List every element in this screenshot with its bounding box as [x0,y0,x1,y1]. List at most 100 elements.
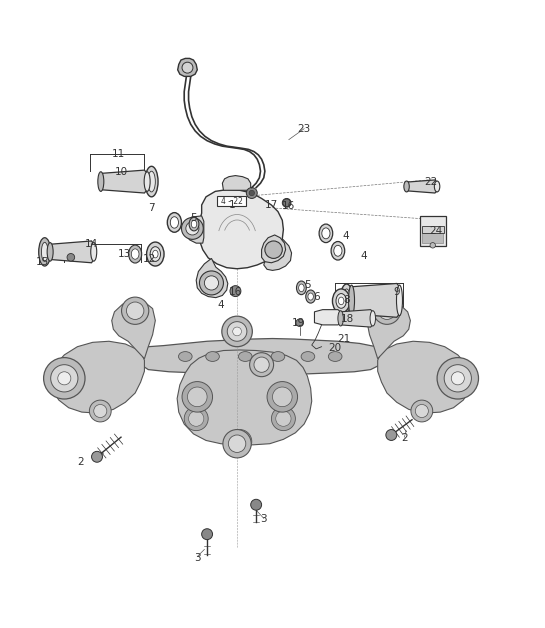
Ellipse shape [145,166,158,197]
Ellipse shape [338,297,344,305]
Circle shape [254,357,269,372]
Ellipse shape [39,238,51,266]
Ellipse shape [301,352,314,362]
Text: 12: 12 [143,254,156,264]
Circle shape [182,382,213,412]
Ellipse shape [148,171,155,192]
Ellipse shape [332,289,350,313]
Ellipse shape [90,242,97,261]
Text: 5: 5 [305,279,311,290]
Ellipse shape [144,171,150,192]
FancyBboxPatch shape [420,217,446,246]
Polygon shape [139,338,384,375]
Circle shape [187,387,207,407]
Polygon shape [264,234,292,271]
Ellipse shape [349,285,355,316]
Polygon shape [262,235,286,263]
Ellipse shape [129,245,142,263]
Polygon shape [407,180,437,193]
Circle shape [126,302,144,320]
Ellipse shape [191,220,197,228]
Circle shape [437,357,479,399]
Circle shape [250,353,274,377]
Circle shape [246,188,257,198]
Ellipse shape [434,181,440,192]
Ellipse shape [296,281,306,295]
Circle shape [51,365,78,392]
Text: 21: 21 [337,333,350,344]
Ellipse shape [179,352,192,362]
Circle shape [271,407,295,431]
Circle shape [222,316,252,347]
Circle shape [94,404,107,418]
Circle shape [228,430,252,453]
Circle shape [233,327,241,336]
FancyBboxPatch shape [422,226,444,233]
Ellipse shape [147,242,164,266]
Ellipse shape [206,352,219,362]
Polygon shape [178,58,197,77]
Ellipse shape [336,293,347,308]
Circle shape [283,199,290,207]
Circle shape [296,319,304,327]
Ellipse shape [404,181,409,192]
Circle shape [373,297,401,324]
Text: 16: 16 [229,287,242,297]
Ellipse shape [271,352,284,362]
Circle shape [184,407,208,431]
Circle shape [189,411,204,426]
Ellipse shape [322,228,330,239]
Polygon shape [378,341,472,413]
Text: 4 - 22: 4 - 22 [221,197,243,206]
Polygon shape [184,216,204,243]
Circle shape [181,217,203,239]
Ellipse shape [397,285,402,316]
Ellipse shape [328,352,342,362]
Circle shape [223,430,251,458]
Circle shape [58,372,71,385]
Text: 6: 6 [313,291,319,301]
Text: 2: 2 [401,433,408,443]
Ellipse shape [170,217,179,228]
Text: 3: 3 [194,553,201,563]
Polygon shape [50,341,144,413]
Circle shape [182,62,193,73]
Polygon shape [222,176,251,190]
Circle shape [272,387,292,407]
Polygon shape [198,190,283,269]
Text: 22: 22 [424,177,437,187]
Circle shape [411,400,433,422]
Ellipse shape [306,290,316,303]
Circle shape [276,411,291,426]
Circle shape [204,276,219,290]
Circle shape [451,372,464,385]
Text: 20: 20 [328,344,341,354]
Polygon shape [177,350,312,445]
Polygon shape [367,300,410,359]
Text: 10: 10 [114,167,128,177]
Circle shape [199,271,223,295]
Circle shape [249,190,255,196]
Text: 8: 8 [343,295,350,305]
Ellipse shape [150,247,161,261]
Circle shape [232,434,247,449]
Circle shape [228,435,246,452]
Ellipse shape [343,289,350,312]
Polygon shape [341,310,373,327]
Text: 19: 19 [292,318,305,328]
Circle shape [444,365,471,392]
Text: 3: 3 [261,514,267,524]
Text: 4: 4 [343,230,349,241]
Circle shape [267,382,298,412]
Ellipse shape [331,242,344,260]
Text: 23: 23 [298,124,311,134]
Polygon shape [101,170,147,193]
Ellipse shape [41,242,48,261]
Ellipse shape [370,311,376,326]
Text: 5: 5 [190,213,197,223]
Text: 4: 4 [361,251,367,261]
Ellipse shape [340,284,353,317]
Ellipse shape [338,311,343,326]
Ellipse shape [131,249,139,259]
Circle shape [44,357,85,399]
